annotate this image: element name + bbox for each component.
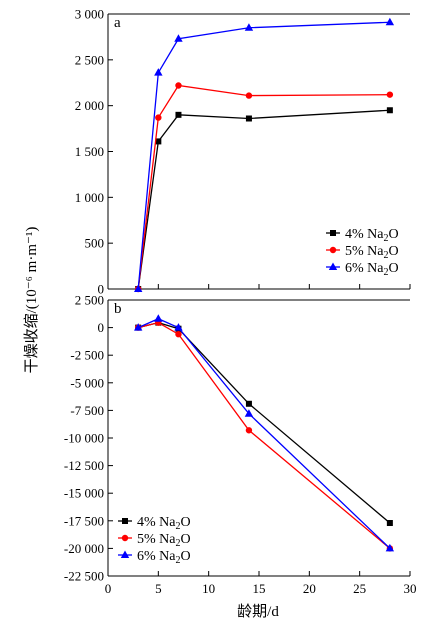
y-tick-label: 3 000 (75, 7, 104, 22)
series-6-na2o-point (174, 323, 183, 331)
y-tick-label: -5 000 (70, 375, 104, 390)
series-6-na2o-point (174, 34, 183, 42)
series-4-na2o-line (138, 321, 391, 524)
series-5-na2o-line (138, 321, 391, 549)
legend-label: 6% Na2O (137, 549, 191, 566)
y-tick-label: -17 500 (64, 513, 104, 528)
x-tick-label: 10 (202, 581, 215, 596)
y-tick-label: -20 000 (64, 541, 104, 556)
legend-marker (120, 550, 130, 558)
series-6-na2o-point (385, 17, 395, 26)
series-5-na2o-point (175, 82, 182, 89)
y-tick-label: -7 500 (70, 403, 104, 418)
y-tick-label: 0 (98, 320, 105, 335)
legend-label: 4% Na2O (137, 515, 191, 532)
series-6-na2o-point (385, 543, 395, 552)
series-6-na2o-point (154, 314, 163, 322)
chart-panel-b: b -22 500 -20 000 -17 500 -15 000 -12 500 -10 … (64, 293, 417, 597)
chart-panel-a: a 0 500 1 000 1 500 2 000 2 500 3 000 4% Na2O5% … (75, 7, 411, 297)
x-tick-label: 25 (353, 581, 366, 596)
legend-label: 4% Na2O (345, 227, 399, 244)
x-tick-label: 0 (105, 581, 112, 596)
series-4-na2o-point (175, 111, 182, 118)
y-tick-label: 0 (98, 282, 105, 297)
panel-label: b (114, 301, 122, 317)
series-4-na2o-point (155, 138, 162, 145)
series-5-na2o-point (175, 331, 182, 338)
series-6-na2o-point (134, 323, 143, 331)
y-tick-label: 1 500 (75, 144, 104, 159)
series-4-na2o-point (245, 400, 252, 407)
legend-label: 5% Na2O (137, 532, 191, 549)
y-tick-label: -2 500 (70, 348, 104, 363)
series-5-na2o-point (245, 427, 253, 434)
y-tick-label: -22 500 (64, 569, 104, 584)
x-tick-label: 30 (404, 581, 417, 596)
series-6-na2o-line (137, 318, 391, 549)
series-5-na2o-point (155, 114, 162, 121)
series-6-na2o-point (134, 284, 143, 292)
x-tick-label: 15 (253, 581, 266, 596)
y-axis-label: 干燥收缩/(10⁻⁶ m·m⁻¹) (23, 227, 40, 374)
series-4-na2o-point (245, 115, 252, 122)
legend-marker (328, 262, 338, 270)
legend-label: 6% Na2O (345, 261, 399, 278)
series-4-na2o-point (386, 520, 393, 527)
y-tick-label: 2 000 (75, 98, 104, 113)
x-axis-label: 龄期/d (237, 603, 279, 620)
y-tick-label: 500 (85, 236, 105, 251)
series-4-na2o-point (386, 107, 393, 114)
legend-marker (329, 246, 337, 254)
panel-label: a (114, 15, 121, 31)
series-6-na2o-point (244, 409, 254, 417)
y-tick-label: -10 000 (64, 431, 104, 446)
y-tick-label: 2 500 (75, 293, 104, 308)
series-5-na2o-point (386, 91, 394, 98)
series-6-na2o-point (244, 23, 254, 31)
series-5-na2o-point (245, 92, 253, 99)
legend-label: 5% Na2O (345, 244, 399, 261)
y-tick-label: -15 000 (64, 486, 104, 501)
legend-marker (330, 230, 336, 236)
legend-marker (121, 534, 129, 542)
y-tick-label: 2 500 (75, 52, 104, 67)
y-tick-label: 1 000 (75, 190, 104, 205)
x-tick-label: 5 (155, 581, 162, 596)
x-tick-label: 20 (303, 581, 316, 596)
y-tick-label: -12 500 (64, 458, 104, 473)
legend-marker (122, 518, 128, 524)
series-6-na2o-point (154, 68, 163, 76)
